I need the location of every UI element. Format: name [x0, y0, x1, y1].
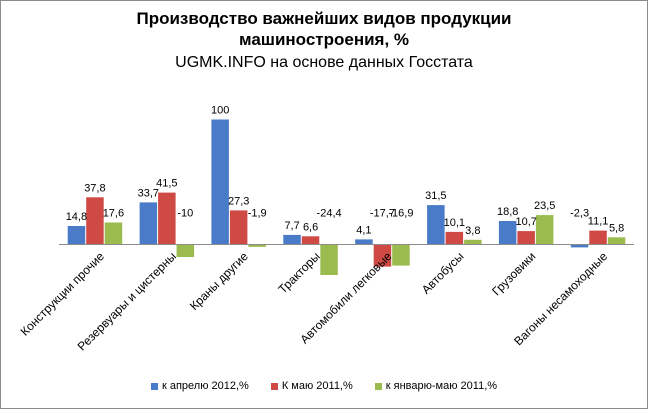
category-label-krany-drugie: Краны другие	[187, 249, 251, 313]
data-label-may-2011-gruzoviki: 10,7	[515, 216, 536, 228]
bar-jan-may-2011-gruzoviki	[535, 215, 554, 245]
data-label-jan-may-2011-avtobusy: 3,8	[465, 225, 480, 237]
category-label-gruzoviki: Грузовики	[489, 249, 538, 298]
data-label-april-2012-rezervuary-i-cisterny: 33,7	[138, 187, 159, 199]
category-label-traktory: Тракторы	[276, 249, 323, 296]
data-label-jan-may-2011-krany-drugie: -1,9	[248, 208, 267, 220]
legend: к апрелю 2012,% К маю 2011,% к январю-ма…	[0, 380, 648, 392]
bar-may-2011-krany-drugie	[229, 210, 248, 245]
data-label-may-2011-vagony-nesamohodnye: 11,1	[588, 216, 609, 228]
bar-jan-may-2011-avtomobili-legkovye	[392, 244, 410, 266]
data-label-jan-may-2011-gruzoviki: 23,5	[534, 200, 555, 212]
data-label-april-2012-krany-drugie: 100	[211, 105, 229, 117]
data-label-may-2011-traktory: 6,6	[303, 221, 318, 233]
bar-jan-may-2011-avtobusy	[464, 239, 482, 245]
legend-item-may-2011: К маю 2011,%	[270, 380, 353, 392]
bar-april-2012-rezervuary-i-cisterny	[139, 202, 158, 245]
bar-april-2012-vagony-nesamohodnye	[570, 244, 589, 248]
data-label-jan-may-2011-traktory: -24,4	[317, 208, 342, 220]
data-label-april-2012-avtomobili-legkovye: 4,1	[356, 224, 371, 236]
category-label-avtobusy: Автобусы	[419, 249, 467, 297]
chart-title-line2: машиностроения, %	[238, 30, 410, 49]
bar-may-2011-vagony-nesamohodnye	[589, 230, 607, 245]
bar-may-2011-konstrukcii-prochie	[86, 197, 104, 245]
data-label-april-2012-traktory: 7,7	[284, 220, 299, 232]
bar-may-2011-gruzoviki	[517, 231, 535, 245]
bar-may-2011-avtobusy	[445, 231, 464, 245]
data-label-april-2012-avtobusy: 31,5	[425, 190, 446, 202]
bar-april-2012-traktory	[283, 234, 301, 245]
data-label-jan-may-2011-rezervuary-i-cisterny: -10	[177, 208, 193, 220]
bar-may-2011-avtomobili-legkovye	[373, 244, 392, 267]
chart-title-line1: Производство важнейших видов продукции	[136, 9, 512, 28]
legend-item-april-2012: к апрелю 2012,%	[150, 380, 249, 392]
legend-swatch-may-2011	[270, 382, 278, 390]
data-label-may-2011-avtomobili-legkovye: -17,7	[370, 208, 395, 220]
data-label-may-2011-avtobusy: 10,1	[444, 217, 465, 229]
data-label-april-2012-gruzoviki: 18,8	[497, 206, 518, 218]
bar-may-2011-rezervuary-i-cisterny	[158, 192, 176, 245]
bar-jan-may-2011-konstrukcii-prochie	[104, 222, 123, 245]
legend-label-april-2012: к апрелю 2012,%	[161, 380, 249, 392]
bar-jan-may-2011-traktory	[320, 244, 338, 275]
data-label-april-2012-vagony-nesamohodnye: -2,3	[570, 208, 589, 220]
bar-april-2012-krany-drugie	[211, 119, 229, 245]
bar-april-2012-avtobusy	[427, 205, 445, 245]
legend-swatch-april-2012	[150, 382, 158, 390]
data-label-jan-may-2011-avtomobili-legkovye: -16,9	[388, 208, 413, 220]
bar-jan-may-2011-krany-drugie	[248, 244, 266, 247]
legend-label-jan-may-2011: к январю-маю 2011,%	[385, 380, 498, 392]
data-label-may-2011-konstrukcii-prochie: 37,8	[84, 182, 105, 194]
bar-jan-may-2011-rezervuary-i-cisterny	[176, 244, 195, 257]
data-label-jan-may-2011-konstrukcii-prochie: 17,6	[103, 208, 124, 220]
bar-may-2011-traktory	[301, 236, 320, 245]
data-label-may-2011-rezervuary-i-cisterny: 41,5	[156, 178, 177, 190]
data-label-april-2012-konstrukcii-prochie: 14,8	[66, 211, 87, 223]
legend-label-may-2011: К маю 2011,%	[281, 380, 353, 392]
bar-april-2012-avtomobili-legkovye	[355, 239, 373, 245]
bar-april-2012-konstrukcii-prochie	[67, 226, 86, 245]
bar-april-2012-gruzoviki	[498, 221, 517, 245]
data-label-may-2011-krany-drugie: 27,3	[228, 195, 249, 207]
chart-subtitle: UGMK.INFO на основе данных Госстата	[175, 54, 473, 71]
legend-swatch-jan-may-2011	[374, 382, 382, 390]
bar-jan-may-2011-vagony-nesamohodnye	[607, 237, 626, 245]
data-label-jan-may-2011-vagony-nesamohodnye: 5,8	[609, 222, 624, 234]
legend-item-jan-may-2011: к январю-маю 2011,%	[374, 380, 498, 392]
